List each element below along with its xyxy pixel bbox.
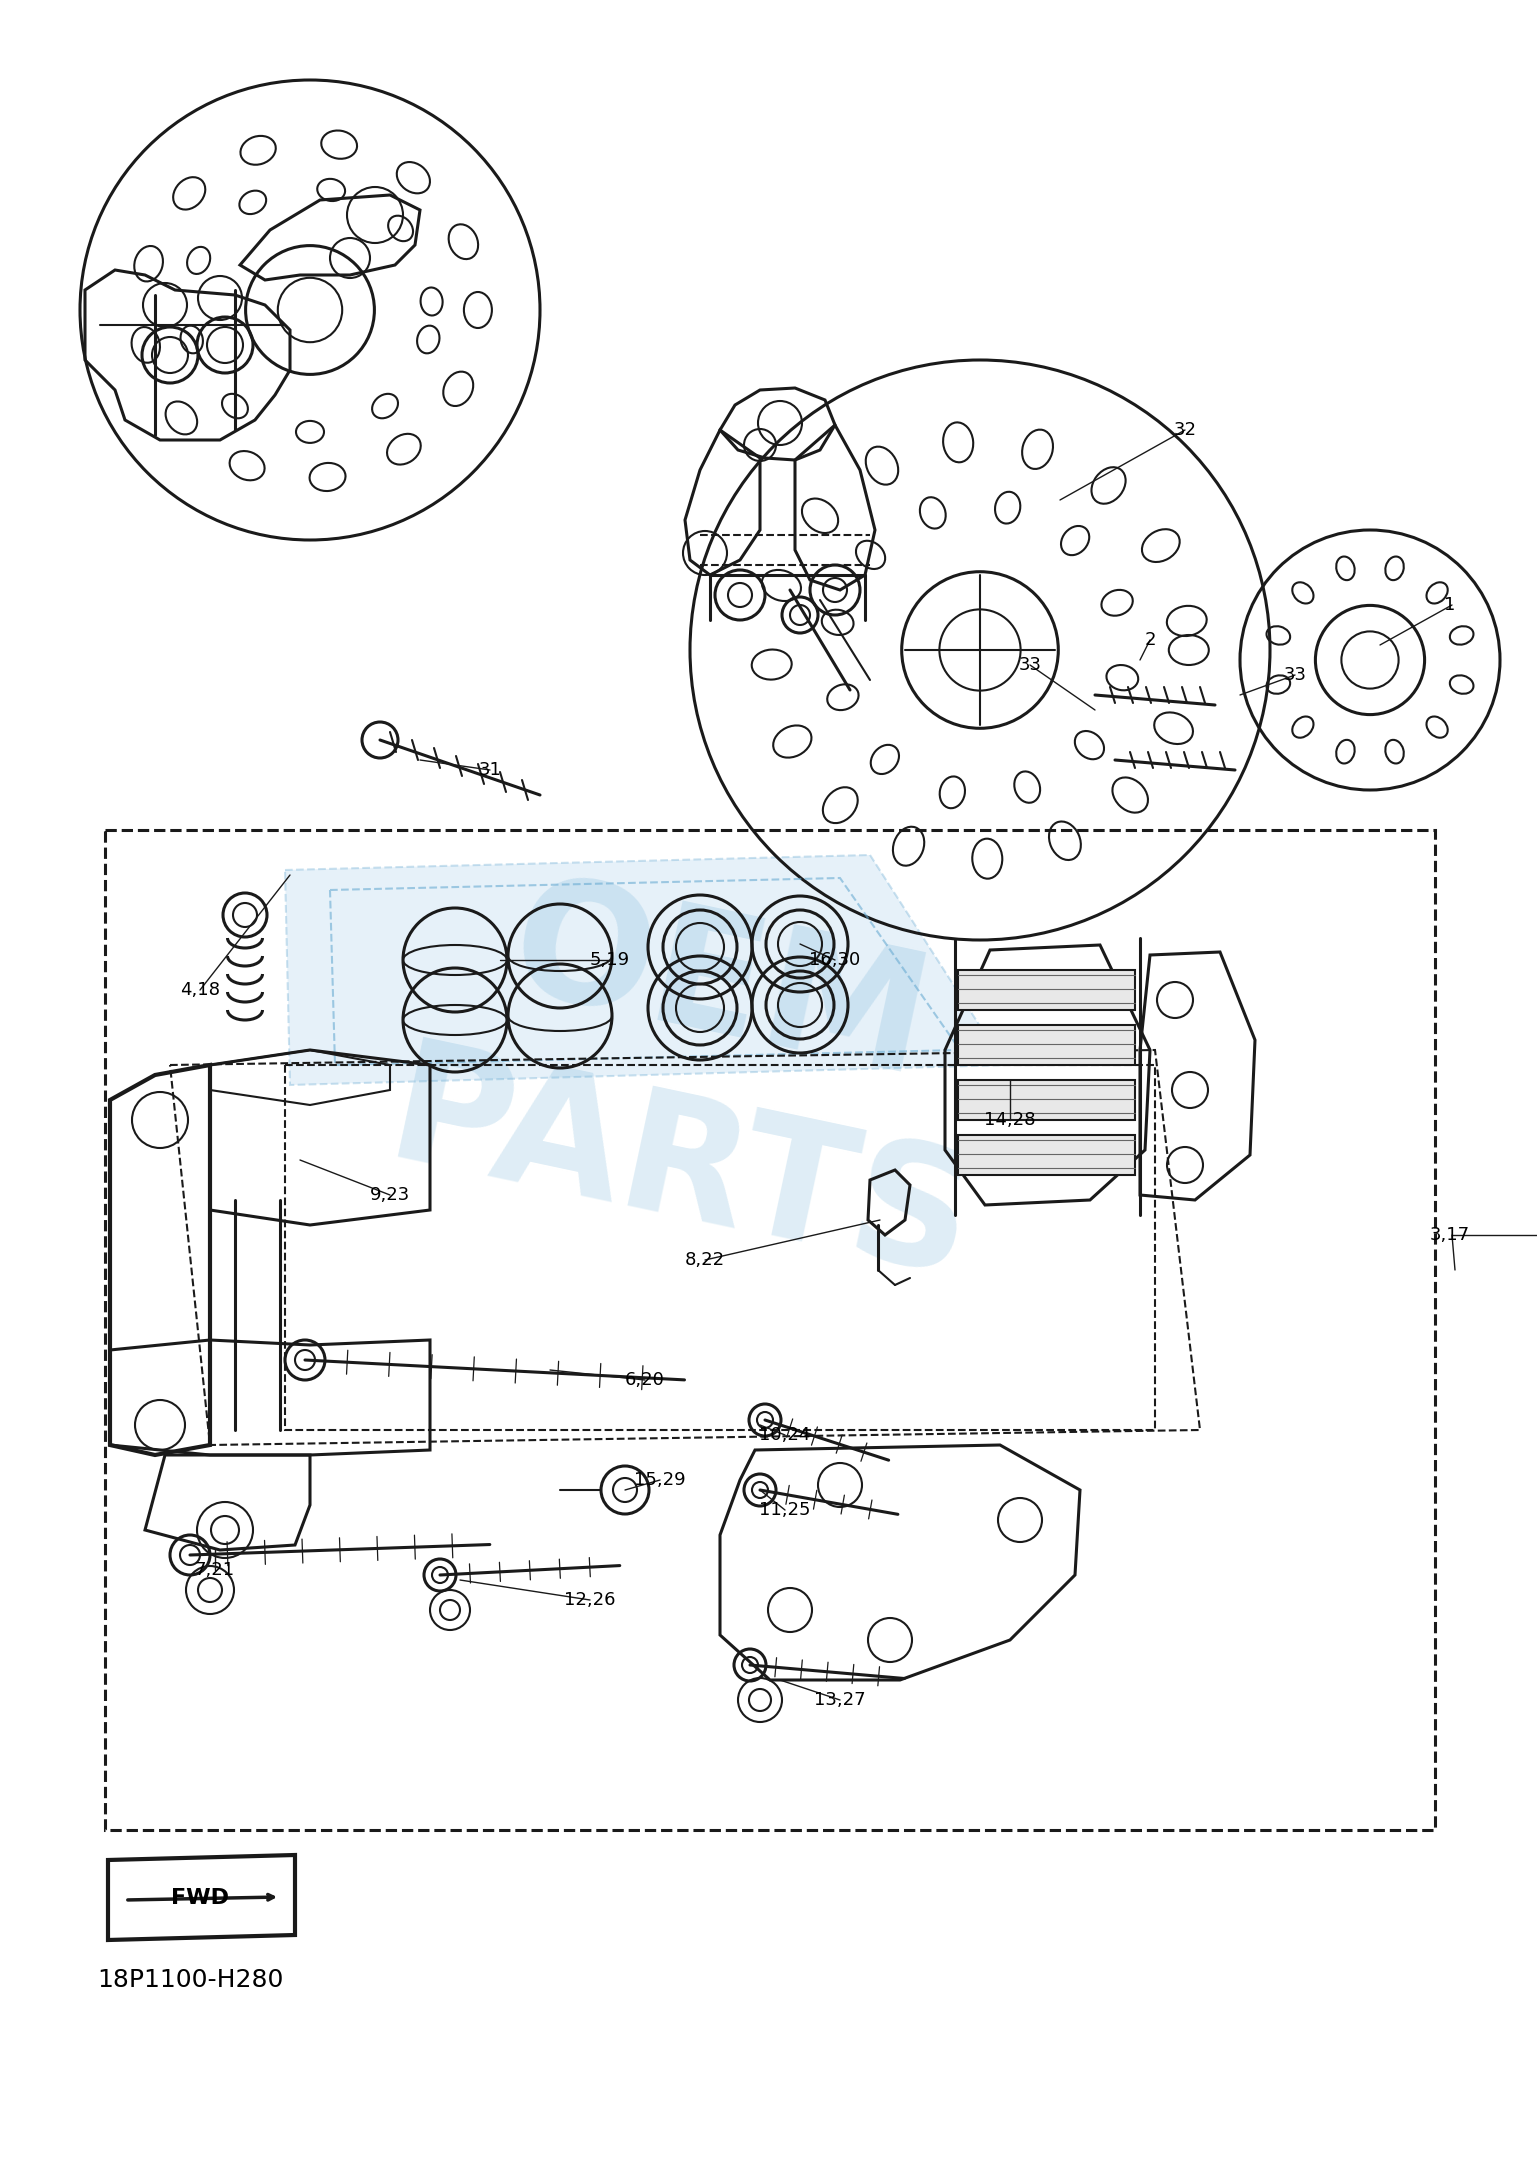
- Text: 11,25: 11,25: [759, 1501, 810, 1519]
- Text: 10,24: 10,24: [759, 1425, 810, 1445]
- Bar: [958, 1135, 1134, 1174]
- Text: 31: 31: [478, 760, 501, 780]
- Text: FWD: FWD: [171, 1887, 229, 1909]
- Text: 12,26: 12,26: [564, 1591, 616, 1608]
- Text: 32: 32: [1174, 421, 1196, 438]
- Text: 13,27: 13,27: [815, 1691, 865, 1708]
- Text: 16,30: 16,30: [810, 950, 861, 970]
- Text: 3,17: 3,17: [1429, 1227, 1469, 1244]
- Text: 14,28: 14,28: [984, 1111, 1036, 1129]
- Bar: [958, 970, 1134, 1011]
- Text: 4,18: 4,18: [180, 981, 220, 998]
- Bar: [284, 1066, 1154, 1429]
- Text: 5,19: 5,19: [590, 950, 630, 970]
- Text: 18P1100-H280: 18P1100-H280: [97, 1968, 283, 1992]
- Text: 33: 33: [1283, 667, 1306, 684]
- Text: 1: 1: [1445, 597, 1456, 614]
- Text: 33: 33: [1019, 656, 1042, 673]
- Text: 15,29: 15,29: [635, 1471, 686, 1488]
- Text: 2: 2: [1144, 632, 1156, 649]
- Text: 7,21: 7,21: [195, 1560, 235, 1580]
- Polygon shape: [284, 854, 1005, 1085]
- Text: OEM
PARTS: OEM PARTS: [375, 848, 1025, 1314]
- Bar: [105, 830, 1436, 1830]
- Text: 9,23: 9,23: [370, 1185, 410, 1205]
- Bar: [958, 1081, 1134, 1120]
- Text: 6,20: 6,20: [626, 1371, 666, 1388]
- Bar: [958, 1024, 1134, 1066]
- Text: 8,22: 8,22: [686, 1251, 725, 1268]
